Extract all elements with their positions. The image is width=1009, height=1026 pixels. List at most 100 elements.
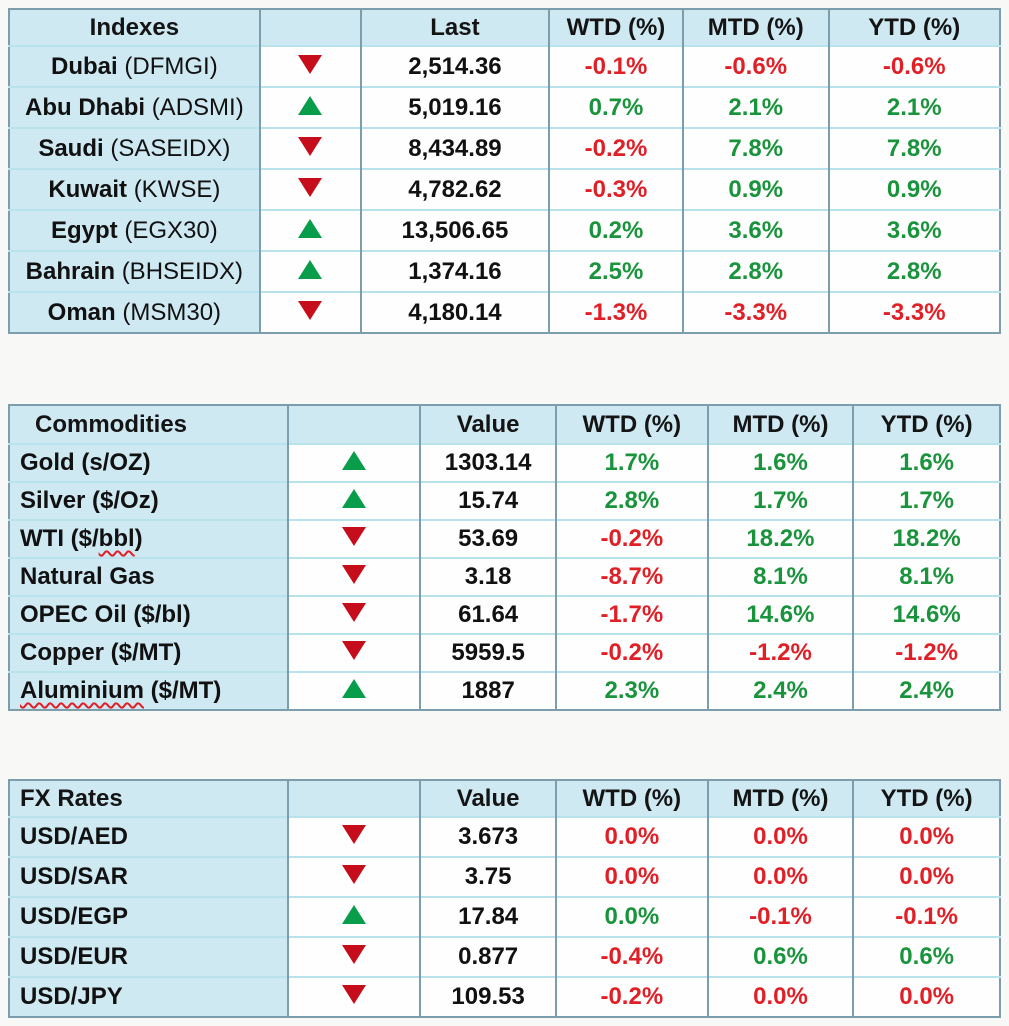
value-cell: 1887	[419, 671, 557, 710]
row-label-text: OPEC Oil ($/bl)	[20, 601, 191, 628]
mtd-cell: -1.2%	[706, 633, 854, 672]
trend-cell	[287, 856, 421, 897]
row-label-text: (KWSE)	[133, 175, 221, 203]
wtd-cell: -1.3%	[548, 291, 683, 333]
mtd-cell: 0.0%	[706, 856, 854, 897]
up-triangle-icon	[298, 218, 323, 238]
mtd-cell: 14.6%	[706, 595, 854, 634]
trend-cell	[258, 86, 361, 128]
value-cell: 3.75	[419, 856, 557, 897]
row-label: USD/JPY	[9, 976, 289, 1017]
trend-cell	[287, 443, 421, 482]
ytd-column-header: YTD (%)	[827, 9, 1000, 46]
trend-cell	[258, 168, 361, 210]
ytd-cell: 2.8%	[827, 250, 1000, 292]
trend-cell	[287, 976, 421, 1017]
table-row: Copper ($/MT) 5959.5 -0.2% -1.2% -1.2%	[9, 633, 1000, 672]
down-triangle-icon	[342, 865, 367, 884]
ytd-cell: 0.9%	[827, 168, 1000, 210]
row-label: USD/AED	[9, 816, 289, 857]
wtd-cell: 0.7%	[548, 86, 683, 128]
table-row: Saudi (SASEIDX) 8,434.89 -0.2% 7.8% 7.8%	[9, 127, 1000, 169]
row-label: Dubai (DFMGI)	[9, 45, 260, 87]
table-row: Dubai (DFMGI) 2,514.36 -0.1% -0.6% -0.6%	[9, 45, 1000, 87]
value-cell: 3.18	[419, 557, 557, 596]
trend-column-header	[287, 780, 421, 817]
commodities-table: Commodities Value WTD (%) MTD (%) YTD (%…	[8, 404, 1001, 711]
trend-cell	[287, 896, 421, 937]
row-label-text: Egypt	[51, 216, 125, 244]
mtd-cell: 0.9%	[681, 168, 829, 210]
ytd-cell: 2.4%	[852, 671, 1000, 710]
row-label: Natural Gas	[9, 557, 289, 596]
row-label-text: (DFMGI)	[124, 52, 218, 80]
down-triangle-icon	[342, 527, 367, 546]
row-label: Egypt (EGX30)	[9, 209, 260, 251]
value-cell: 5959.5	[419, 633, 557, 672]
row-label-text: Dubai	[51, 52, 125, 80]
table-row: Aluminium ($/MT) 1887 2.3% 2.4% 2.4%	[9, 671, 1000, 710]
row-label-text: (EGX30)	[124, 216, 218, 244]
row-label-text: (ADSMI)	[151, 93, 244, 121]
value-cell: 0.877	[419, 936, 557, 977]
wtd-cell: -1.7%	[555, 595, 708, 634]
row-label: Gold (s/OZ)	[9, 443, 289, 482]
fx-header-row: FX Rates Value WTD (%) MTD (%) YTD (%)	[9, 780, 1000, 817]
row-label-text: (BHSEIDX)	[121, 257, 244, 285]
wtd-cell: -0.2%	[555, 976, 708, 1017]
mtd-cell: -0.6%	[681, 45, 829, 87]
wtd-column-header: WTD (%)	[548, 9, 683, 46]
mtd-cell: -0.1%	[706, 896, 854, 937]
row-label-text: USD/EGP	[20, 903, 129, 930]
row-label: WTI ($/bbl)	[9, 519, 289, 558]
down-triangle-icon	[298, 300, 323, 320]
ytd-cell: -3.3%	[827, 291, 1000, 333]
row-label: Abu Dhabi (ADSMI)	[9, 86, 260, 128]
row-label-text: Natural Gas	[20, 563, 155, 590]
down-triangle-icon	[298, 54, 323, 74]
up-triangle-icon	[298, 259, 323, 279]
ytd-cell: 1.7%	[852, 481, 1000, 520]
row-label: Oman (MSM30)	[9, 291, 260, 333]
ytd-cell: 1.6%	[852, 443, 1000, 482]
mtd-cell: -3.3%	[681, 291, 829, 333]
ytd-cell: 7.8%	[827, 127, 1000, 169]
mtd-cell: 7.8%	[681, 127, 829, 169]
row-label-text: USD/SAR	[20, 863, 129, 890]
table-row: Egypt (EGX30) 13,506.65 0.2% 3.6% 3.6%	[9, 209, 1000, 251]
table-row: WTI ($/bbl) 53.69 -0.2% 18.2% 18.2%	[9, 519, 1000, 558]
down-triangle-icon	[342, 945, 367, 964]
table-row: Natural Gas 3.18 -8.7% 8.1% 8.1%	[9, 557, 1000, 596]
trend-cell	[287, 557, 421, 596]
wtd-cell: 2.3%	[555, 671, 708, 710]
mtd-cell: 0.0%	[706, 816, 854, 857]
wtd-cell: 0.0%	[555, 856, 708, 897]
row-label: Silver ($/Oz)	[9, 481, 289, 520]
value-cell: 8,434.89	[359, 127, 550, 169]
trend-column-header	[258, 9, 361, 46]
trend-cell	[258, 250, 361, 292]
trend-cell	[258, 291, 361, 333]
value-cell: 2,514.36	[359, 45, 550, 87]
row-label-text: bbl	[98, 525, 135, 552]
trend-cell	[287, 936, 421, 977]
value-cell: 4,180.14	[359, 291, 550, 333]
wtd-cell: -0.2%	[555, 633, 708, 672]
row-label-text: ($/MT)	[144, 677, 222, 704]
mtd-cell: 1.7%	[706, 481, 854, 520]
mtd-cell: 1.6%	[706, 443, 854, 482]
table-row: USD/EUR 0.877 -0.4% 0.6% 0.6%	[9, 936, 1000, 977]
trend-cell	[258, 127, 361, 169]
mtd-cell: 2.1%	[681, 86, 829, 128]
down-triangle-icon	[298, 136, 323, 156]
trend-cell	[287, 481, 421, 520]
mtd-cell: 0.0%	[706, 976, 854, 1017]
wtd-cell: -0.1%	[548, 45, 683, 87]
mtd-cell: 0.6%	[706, 936, 854, 977]
row-label-text: (SASEIDX)	[110, 134, 231, 162]
ytd-column-header: YTD (%)	[852, 405, 1000, 444]
fx-rates-table: FX Rates Value WTD (%) MTD (%) YTD (%) U…	[8, 779, 1001, 1018]
row-label-text: USD/EUR	[20, 943, 129, 970]
value-column-header: Value	[419, 780, 557, 817]
row-label-text: Gold (s/OZ)	[20, 449, 151, 476]
